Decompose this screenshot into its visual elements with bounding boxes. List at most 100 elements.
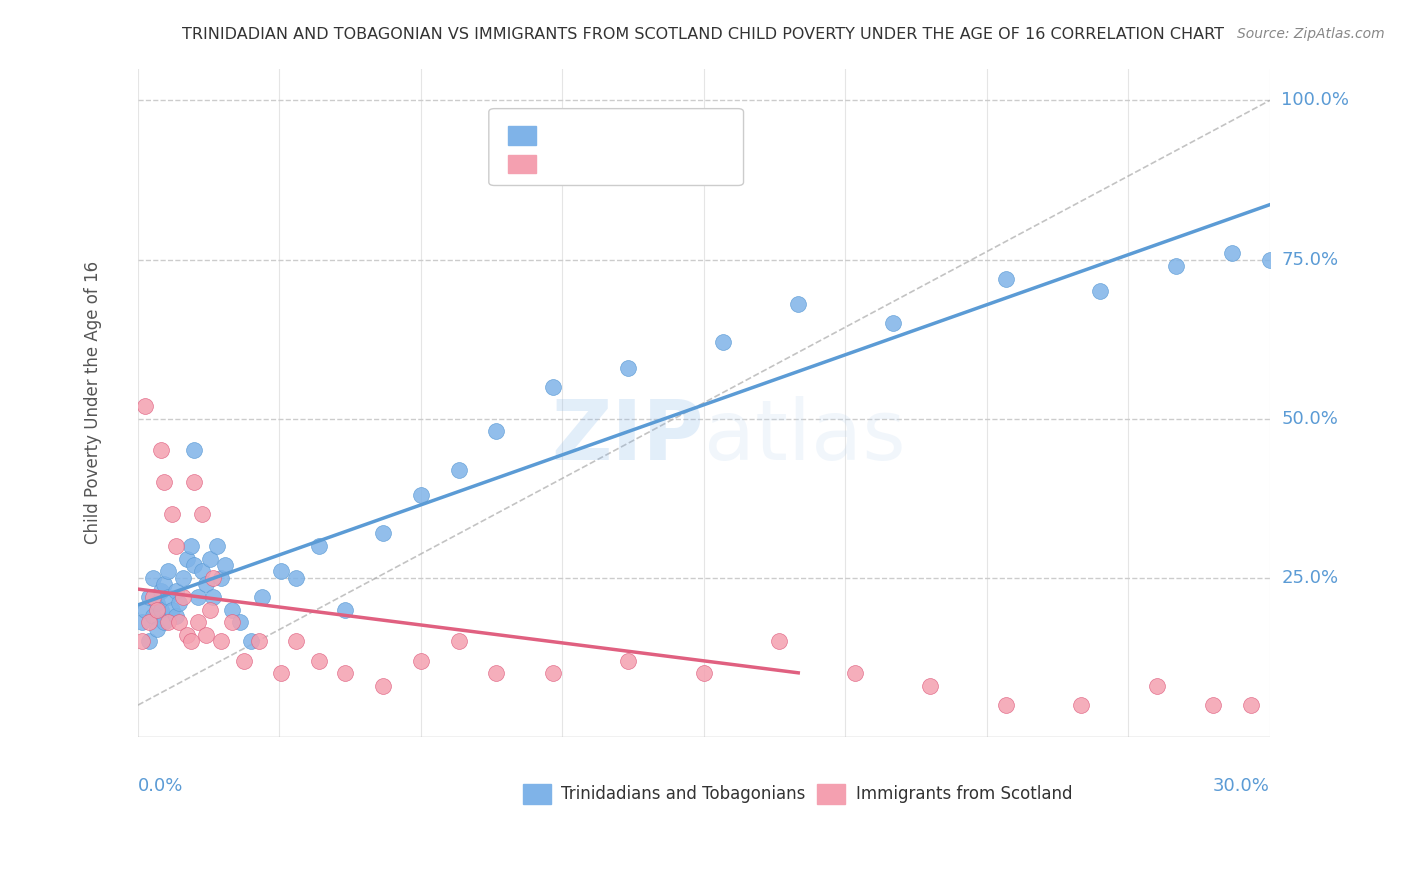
Point bbox=[183, 558, 205, 572]
Point bbox=[134, 399, 156, 413]
Point bbox=[447, 462, 470, 476]
Point bbox=[882, 316, 904, 330]
Point bbox=[176, 551, 198, 566]
Point bbox=[693, 666, 716, 681]
Point bbox=[198, 551, 221, 566]
Point bbox=[165, 609, 187, 624]
Point bbox=[202, 590, 225, 604]
Point bbox=[145, 596, 167, 610]
Point bbox=[787, 297, 810, 311]
Point bbox=[285, 571, 308, 585]
Point bbox=[138, 590, 160, 604]
Text: 50.0%: 50.0% bbox=[1281, 409, 1339, 427]
Text: 30.0%: 30.0% bbox=[1213, 777, 1270, 795]
Point bbox=[617, 360, 640, 375]
Point bbox=[1202, 698, 1225, 712]
Text: atlas: atlas bbox=[704, 396, 905, 476]
Point bbox=[373, 679, 395, 693]
Point bbox=[768, 634, 790, 648]
Text: 100.0%: 100.0% bbox=[1281, 91, 1350, 110]
Text: Trinidadians and Tobagonians: Trinidadians and Tobagonians bbox=[561, 785, 806, 803]
Point bbox=[169, 615, 191, 630]
Point bbox=[153, 475, 176, 490]
Point bbox=[202, 571, 225, 585]
Point bbox=[157, 590, 180, 604]
Point bbox=[1164, 259, 1187, 273]
Point bbox=[335, 602, 357, 616]
Point bbox=[187, 590, 209, 604]
Point bbox=[994, 271, 1017, 285]
Point bbox=[165, 583, 187, 598]
Point bbox=[145, 622, 167, 636]
Point bbox=[1220, 246, 1243, 260]
Text: N = 53: N = 53 bbox=[652, 127, 720, 145]
Point bbox=[194, 577, 217, 591]
Point bbox=[172, 571, 194, 585]
Point bbox=[1088, 285, 1111, 299]
Point bbox=[198, 602, 221, 616]
Text: 0.0%: 0.0% bbox=[138, 777, 183, 795]
Text: R = 0.583: R = 0.583 bbox=[546, 127, 636, 145]
Point bbox=[165, 539, 187, 553]
Point bbox=[194, 628, 217, 642]
FancyBboxPatch shape bbox=[489, 109, 744, 186]
Point bbox=[214, 558, 236, 572]
Point bbox=[994, 698, 1017, 712]
Point bbox=[485, 666, 508, 681]
Point bbox=[205, 539, 228, 553]
Point bbox=[285, 634, 308, 648]
Text: R = 0.528: R = 0.528 bbox=[546, 155, 636, 173]
Point bbox=[180, 634, 202, 648]
Point bbox=[1240, 698, 1263, 712]
Point bbox=[153, 615, 176, 630]
Point bbox=[172, 590, 194, 604]
Point bbox=[142, 571, 165, 585]
Text: Source: ZipAtlas.com: Source: ZipAtlas.com bbox=[1237, 27, 1385, 41]
Point bbox=[142, 590, 165, 604]
Point bbox=[485, 425, 508, 439]
Point bbox=[183, 443, 205, 458]
Point bbox=[252, 590, 274, 604]
Point bbox=[138, 615, 160, 630]
Point bbox=[157, 565, 180, 579]
Text: N = 43: N = 43 bbox=[652, 155, 720, 173]
Point bbox=[209, 634, 232, 648]
Point bbox=[142, 609, 165, 624]
Bar bbox=[508, 154, 536, 173]
Point bbox=[221, 602, 243, 616]
Point bbox=[134, 602, 156, 616]
Point bbox=[373, 526, 395, 541]
Point bbox=[157, 615, 180, 630]
Point bbox=[1146, 679, 1168, 693]
Point bbox=[169, 596, 191, 610]
Point bbox=[221, 615, 243, 630]
Point bbox=[187, 615, 209, 630]
Point bbox=[335, 666, 357, 681]
Point bbox=[920, 679, 942, 693]
Bar bbox=[817, 784, 845, 804]
Point bbox=[180, 539, 202, 553]
Point bbox=[270, 565, 292, 579]
Point bbox=[191, 565, 214, 579]
Point bbox=[209, 571, 232, 585]
Point bbox=[183, 475, 205, 490]
Point bbox=[1258, 252, 1281, 267]
Point bbox=[617, 654, 640, 668]
Text: 75.0%: 75.0% bbox=[1281, 251, 1339, 268]
Point bbox=[270, 666, 292, 681]
Point bbox=[240, 634, 263, 648]
Point bbox=[176, 628, 198, 642]
Point bbox=[232, 654, 254, 668]
Point bbox=[153, 577, 176, 591]
Point bbox=[131, 615, 153, 630]
Text: TRINIDADIAN AND TOBAGONIAN VS IMMIGRANTS FROM SCOTLAND CHILD POVERTY UNDER THE A: TRINIDADIAN AND TOBAGONIAN VS IMMIGRANTS… bbox=[181, 27, 1225, 42]
Point bbox=[145, 602, 167, 616]
Point bbox=[308, 539, 330, 553]
Point bbox=[149, 583, 172, 598]
Point bbox=[229, 615, 252, 630]
Point bbox=[711, 335, 734, 350]
Point bbox=[308, 654, 330, 668]
Point bbox=[541, 666, 564, 681]
Point bbox=[160, 507, 183, 521]
Point bbox=[844, 666, 866, 681]
